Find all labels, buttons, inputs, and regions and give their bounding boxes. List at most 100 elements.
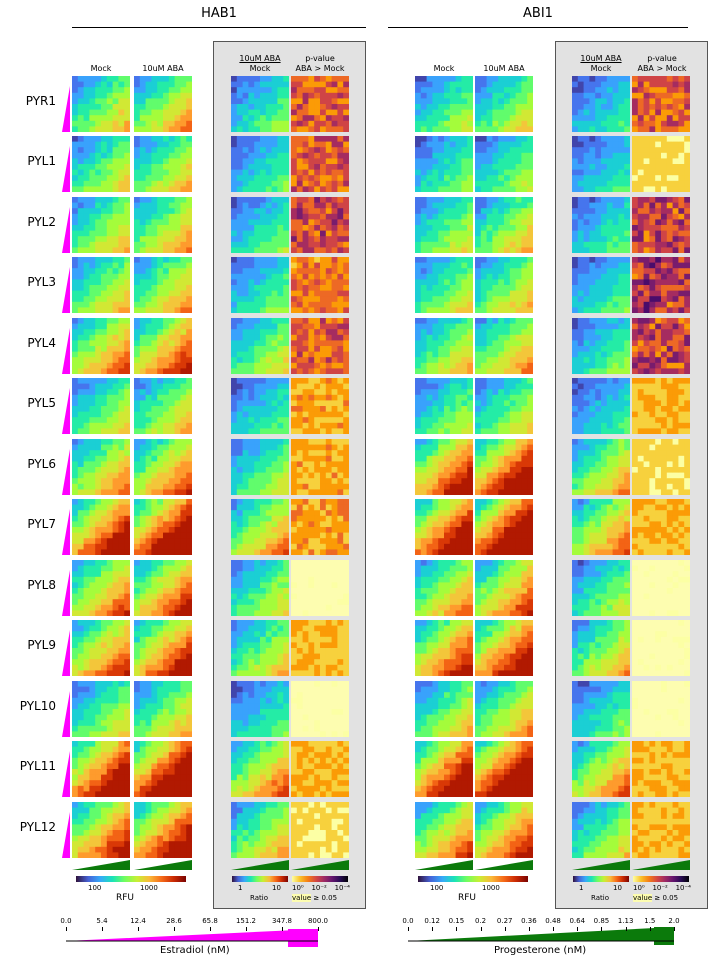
- pvalue-tick-2: 10⁻²: [311, 884, 327, 892]
- row-label-pyl11: PYL11: [19, 759, 56, 773]
- abi-aba-heatmap-pyl5: [475, 378, 533, 434]
- group-title-abi1: ABI1: [523, 6, 553, 21]
- estradiol-tick-mark: [282, 927, 283, 931]
- abi-pvalue-heatmap-pyl4: [632, 318, 690, 374]
- hab-mock-heatmap-pyl10: [72, 681, 130, 737]
- rfu-tick-100: 100: [88, 884, 102, 892]
- progesterone-tick-label: 0.36: [521, 917, 537, 925]
- estradiol-mini-wedge: [62, 691, 70, 737]
- abi-pvalue-heatmap-pyl11: [632, 741, 690, 797]
- hab-mock-heatmap-pyl6: [72, 439, 130, 495]
- ratio-numerator-abi1: 10uM ABA: [580, 54, 622, 63]
- hab-ratio-heatmap-pyl9: [231, 620, 289, 676]
- pvalue-value-swatch-abi1: value: [633, 894, 653, 902]
- abi-ratio-heatmap-pyl12: [572, 802, 630, 858]
- abi-mock-heatmap-pyl7: [415, 499, 473, 555]
- pvalue-tick-4-abi1: 10⁻⁴: [675, 884, 691, 892]
- abi-mock-heatmap-pyl3: [415, 257, 473, 313]
- hab-mock-heatmap-pyl3: [72, 257, 130, 313]
- hab-pvalue-heatmap-pyr1: [291, 76, 349, 132]
- abi-aba-heatmap-pyl10: [475, 681, 533, 737]
- col-header-mock: Mock: [90, 64, 112, 73]
- abi-mock-heatmap-pyl5: [415, 378, 473, 434]
- estradiol-tick-label: 347.8: [271, 917, 293, 925]
- estradiol-mini-wedge: [62, 812, 70, 858]
- abi-pvalue-heatmap-pyl2: [632, 197, 690, 253]
- pvalue-threshold-abi1: ≥ 0.05: [654, 894, 679, 902]
- estradiol-tick-mark: [102, 927, 103, 931]
- abi-ratio-heatmap-pyl3: [572, 257, 630, 313]
- hab-mock-heatmap-pyl4: [72, 318, 130, 374]
- abi-pvalue-heatmap-pyl9: [632, 620, 690, 676]
- ratio-tick-1: 1: [238, 884, 243, 892]
- abi-aba-heatmap-pyr1: [475, 76, 533, 132]
- progesterone-mini-wedge: [291, 860, 349, 870]
- progesterone-tick-mark: [528, 927, 530, 931]
- row-label-pyr1: PYR1: [25, 94, 56, 108]
- group-underline-abi1: [388, 27, 688, 28]
- pvalue-title: p-value: [305, 54, 335, 63]
- abi-mock-heatmap-pyl11: [415, 741, 473, 797]
- abi-aba-heatmap-pyl1: [475, 136, 533, 192]
- row-label-pyl1: PYL1: [27, 154, 56, 168]
- abi-mock-heatmap-pyl1: [415, 136, 473, 192]
- progesterone-tick-label: 0.27: [496, 917, 513, 925]
- abi-ratio-heatmap-pyl4: [572, 318, 630, 374]
- pvalue-tick-2-abi1: 10⁻²: [652, 884, 668, 892]
- col-header-ratio-abi1: 10uM ABA Mock: [572, 54, 630, 74]
- col-header-pvalue: p-value ABA > Mock: [290, 54, 350, 74]
- hab-ratio-heatmap-pyl5: [231, 378, 289, 434]
- progesterone-mini-wedge: [231, 860, 289, 870]
- hab-mock-heatmap-pyr1: [72, 76, 130, 132]
- row-label-pyl9: PYL9: [27, 638, 56, 652]
- progesterone-mini-wedge: [72, 860, 130, 870]
- estradiol-mini-wedge: [62, 207, 70, 253]
- ratio-denominator-abi1: Mock: [590, 64, 612, 73]
- hab-aba-heatmap-pyl12: [134, 802, 192, 858]
- hab-ratio-heatmap-pyl12: [231, 802, 289, 858]
- abi-ratio-heatmap-pyl1: [572, 136, 630, 192]
- hab-ratio-heatmap-pyl3: [231, 257, 289, 313]
- estradiol-tick-label: 28.6: [166, 917, 182, 925]
- estradiol-mini-wedge: [62, 86, 70, 132]
- abi-mock-heatmap-pyl4: [415, 318, 473, 374]
- abi-pvalue-heatmap-pyl6: [632, 439, 690, 495]
- hab-pvalue-heatmap-pyl4: [291, 318, 349, 374]
- progesterone-tick-mark: [577, 927, 579, 931]
- estradiol-wedge: [66, 929, 318, 947]
- hab-ratio-heatmap-pyl10: [231, 681, 289, 737]
- hab-ratio-heatmap-pyl2: [231, 197, 289, 253]
- abi-pvalue-heatmap-pyl10: [632, 681, 690, 737]
- hab-pvalue-heatmap-pyl9: [291, 620, 349, 676]
- ratio-numerator: 10uM ABA: [239, 54, 281, 63]
- pvalue-subtitle-abi1: ABA > Mock: [637, 64, 687, 73]
- row-label-pyl6: PYL6: [27, 457, 56, 471]
- abi-aba-heatmap-pyl11: [475, 741, 533, 797]
- estradiol-tick-label: 0.0: [60, 917, 72, 925]
- pvalue-value-swatch: value: [292, 894, 312, 902]
- progesterone-tick-mark: [649, 927, 651, 931]
- abi-mock-heatmap-pyr1: [415, 76, 473, 132]
- abi-pvalue-heatmap-pyl8: [632, 560, 690, 616]
- estradiol-tick-label: 800.0: [307, 917, 329, 925]
- estradiol-tick-mark: [318, 927, 319, 931]
- abi-ratio-heatmap-pyl11: [572, 741, 630, 797]
- progesterone-tick-mark: [408, 927, 409, 931]
- progesterone-mini-wedge: [415, 860, 473, 870]
- rfu-tick-100-abi1: 100: [430, 884, 444, 892]
- abi-aba-heatmap-pyl12: [475, 802, 533, 858]
- abi-ratio-heatmap-pyl5: [572, 378, 630, 434]
- estradiol-label: Estradiol (nM): [160, 945, 230, 956]
- estradiol-tick-label: 5.4: [96, 917, 108, 925]
- abi-pvalue-heatmap-pyr1: [632, 76, 690, 132]
- abi-mock-heatmap-pyl2: [415, 197, 473, 253]
- pvalue-threshold: ≥ 0.05: [313, 894, 338, 902]
- hab-aba-heatmap-pyl2: [134, 197, 192, 253]
- ratio-label: Ratio: [250, 894, 268, 902]
- row-label-pyl2: PYL2: [27, 215, 56, 229]
- abi-ratio-heatmap-pyl10: [572, 681, 630, 737]
- progesterone-tick-label: 2.0: [668, 917, 680, 925]
- abi-pvalue-heatmap-pyl3: [632, 257, 690, 313]
- abi-aba-heatmap-pyl2: [475, 197, 533, 253]
- pvalue-colorbar-abi1: [633, 876, 689, 882]
